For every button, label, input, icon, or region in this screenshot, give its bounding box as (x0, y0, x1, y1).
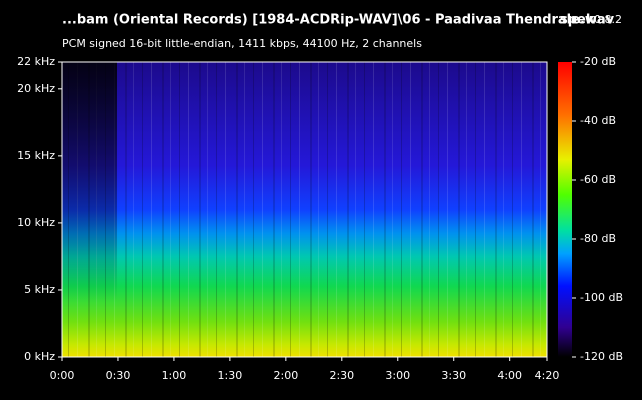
x-tick-label: 4:20 (535, 369, 560, 382)
x-tick-label: 0:00 (50, 369, 75, 382)
level-tick-label: -80 dB (580, 232, 616, 245)
x-tick-label: 4:00 (497, 369, 522, 382)
level-tick-label: -60 dB (580, 173, 616, 186)
y-tick-label: 15 kHz (17, 149, 55, 162)
y-tick-label: 5 kHz (24, 283, 55, 296)
y-tick-label: 20 kHz (17, 82, 55, 95)
level-tick-label: -120 dB (580, 350, 623, 363)
x-tick-label: 3:30 (441, 369, 466, 382)
axes: 0 kHz 5 kHz 10 kHz 15 kHz 20 kHz 22 kHz 0:00 0:… (17, 55, 623, 382)
x-tick-label: 1:30 (218, 369, 243, 382)
y-tick-label: 10 kHz (17, 216, 55, 229)
y-tick-label: 0 kHz (24, 350, 55, 363)
level-tick-label: -40 dB (580, 114, 616, 127)
file-title: ...bam (Oriental Records) [1984-ACDRip-W… (62, 13, 615, 28)
spectrogram (61, 61, 548, 358)
app-version: 0.8.2 (594, 13, 622, 26)
x-tick-label: 0:30 (106, 369, 131, 382)
spectrogram-quiet-region (62, 62, 117, 302)
spectrogram-texture (62, 62, 547, 357)
level-tick-label: -100 dB (580, 291, 623, 304)
x-tick-label: 1:00 (162, 369, 187, 382)
level-tick-label: -20 dB (580, 55, 616, 68)
app-name: spek (560, 13, 595, 28)
y-tick-label: 22 kHz (17, 55, 55, 68)
stream-info: PCM signed 16-bit little-endian, 1411 kb… (62, 37, 422, 50)
plot-border (61, 61, 548, 358)
x-tick-label: 2:30 (329, 369, 354, 382)
x-tick-label: 2:00 (273, 369, 298, 382)
level-colorbar (558, 62, 572, 357)
x-tick-label: 3:00 (385, 369, 410, 382)
